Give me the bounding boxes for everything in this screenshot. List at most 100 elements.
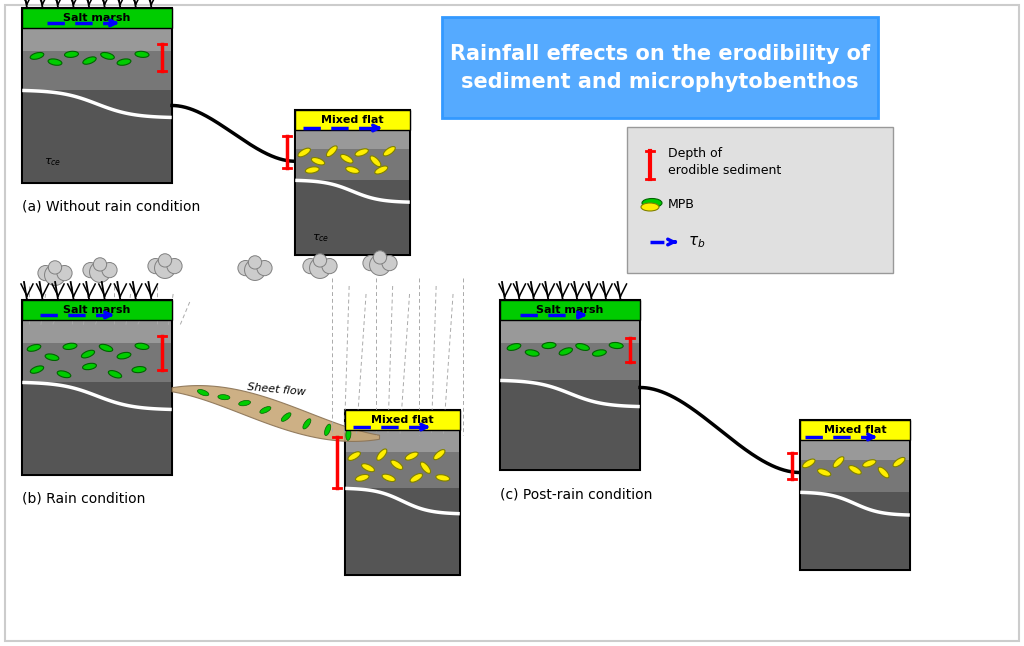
Circle shape — [83, 262, 98, 278]
Ellipse shape — [382, 474, 395, 481]
Ellipse shape — [135, 51, 148, 57]
Bar — [23, 343, 171, 382]
Ellipse shape — [311, 158, 325, 165]
Ellipse shape — [57, 371, 71, 378]
Ellipse shape — [298, 148, 310, 157]
Ellipse shape — [325, 424, 331, 435]
Ellipse shape — [375, 166, 388, 174]
Bar — [295, 110, 410, 255]
Circle shape — [309, 258, 331, 278]
Ellipse shape — [383, 147, 395, 156]
FancyBboxPatch shape — [442, 17, 878, 118]
Circle shape — [38, 266, 53, 281]
Ellipse shape — [849, 466, 861, 474]
Ellipse shape — [31, 366, 44, 373]
Circle shape — [362, 256, 378, 271]
Circle shape — [374, 251, 387, 264]
Ellipse shape — [45, 354, 58, 360]
Bar — [22, 300, 172, 475]
Bar — [801, 492, 909, 569]
Bar — [296, 130, 409, 149]
Ellipse shape — [327, 146, 337, 156]
Ellipse shape — [63, 343, 77, 349]
Ellipse shape — [198, 390, 209, 396]
Ellipse shape — [893, 457, 905, 467]
Ellipse shape — [803, 459, 815, 468]
Ellipse shape — [218, 395, 229, 400]
Bar — [346, 488, 459, 574]
Text: Mixed flat: Mixed flat — [322, 115, 384, 125]
Ellipse shape — [377, 449, 387, 461]
Ellipse shape — [65, 51, 79, 57]
Circle shape — [370, 255, 390, 275]
Circle shape — [147, 258, 163, 274]
Text: Mixed flat: Mixed flat — [823, 425, 887, 435]
Text: (a) Without rain condition: (a) Without rain condition — [22, 200, 201, 214]
Ellipse shape — [355, 149, 369, 156]
Circle shape — [93, 258, 106, 271]
Ellipse shape — [361, 464, 375, 472]
Ellipse shape — [83, 57, 96, 64]
Circle shape — [382, 256, 397, 271]
Ellipse shape — [436, 475, 450, 481]
Ellipse shape — [117, 59, 131, 65]
Bar — [296, 180, 409, 254]
FancyBboxPatch shape — [627, 127, 893, 273]
Ellipse shape — [862, 460, 876, 467]
Bar — [22, 8, 172, 183]
Ellipse shape — [391, 460, 402, 470]
Ellipse shape — [355, 474, 369, 481]
Bar — [345, 410, 460, 430]
Circle shape — [155, 258, 175, 278]
Ellipse shape — [559, 348, 572, 355]
Ellipse shape — [109, 371, 122, 378]
Ellipse shape — [83, 363, 96, 370]
Ellipse shape — [282, 413, 291, 421]
Ellipse shape — [575, 344, 590, 350]
Text: Salt marsh: Salt marsh — [63, 13, 131, 23]
Circle shape — [303, 258, 318, 274]
Ellipse shape — [642, 198, 662, 207]
Text: Depth of
erodible sediment: Depth of erodible sediment — [668, 147, 781, 176]
Circle shape — [48, 261, 61, 274]
Text: $\tau_b$: $\tau_b$ — [688, 234, 706, 250]
Ellipse shape — [609, 342, 624, 349]
Bar — [801, 459, 909, 492]
Ellipse shape — [28, 344, 41, 351]
Ellipse shape — [305, 167, 319, 173]
Ellipse shape — [817, 469, 830, 476]
Text: $\tau_{ce}$: $\tau_{ce}$ — [44, 156, 61, 168]
Ellipse shape — [30, 52, 44, 59]
Ellipse shape — [525, 349, 539, 356]
Bar — [800, 420, 910, 440]
Bar — [296, 149, 409, 180]
Bar — [23, 28, 171, 51]
Text: (c) Post-rain condition: (c) Post-rain condition — [500, 487, 652, 501]
Ellipse shape — [99, 344, 113, 351]
Bar — [22, 300, 172, 320]
Ellipse shape — [303, 419, 311, 429]
Circle shape — [245, 260, 265, 280]
Text: Rainfall effects on the erodibility of
sediment and microphytobenthos: Rainfall effects on the erodibility of s… — [450, 43, 870, 92]
Ellipse shape — [132, 366, 146, 373]
Ellipse shape — [406, 452, 418, 460]
Ellipse shape — [346, 167, 359, 173]
Bar — [501, 380, 639, 469]
Bar — [22, 8, 172, 28]
Circle shape — [57, 266, 72, 281]
Bar — [500, 300, 640, 320]
Text: MPB: MPB — [668, 198, 695, 211]
Bar — [346, 452, 459, 488]
Ellipse shape — [341, 154, 353, 163]
Ellipse shape — [433, 450, 445, 460]
Circle shape — [102, 262, 117, 278]
Bar — [345, 410, 460, 575]
Bar — [23, 51, 171, 90]
Ellipse shape — [641, 203, 659, 211]
Ellipse shape — [48, 59, 61, 65]
Bar — [501, 320, 639, 342]
Circle shape — [159, 254, 172, 267]
Ellipse shape — [239, 401, 251, 406]
Text: (b) Rain condition: (b) Rain condition — [22, 492, 145, 506]
Bar — [23, 382, 171, 474]
